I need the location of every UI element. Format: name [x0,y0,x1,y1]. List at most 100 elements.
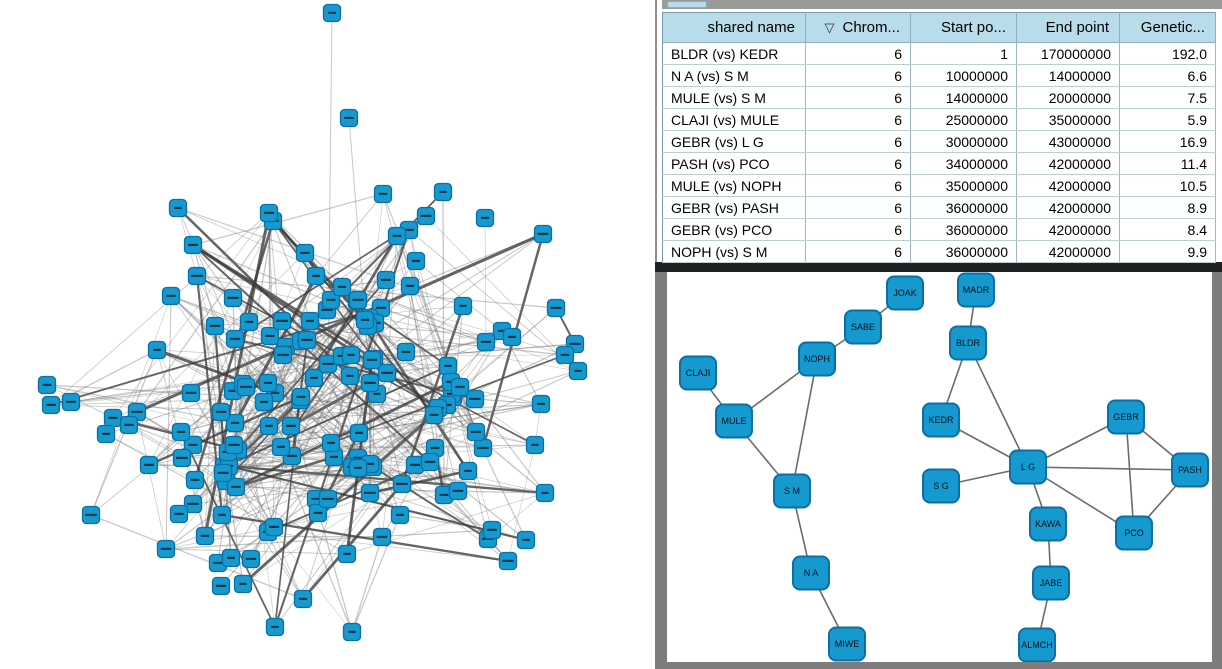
node-shape[interactable] [844,309,882,345]
table-row[interactable]: BLDR (vs) KEDR 6 1 170000000 192.0 [662,42,1216,65]
cell-value[interactable]: 30000000 [910,130,1017,153]
cell-value[interactable]: 43000000 [1016,130,1120,153]
cell-value[interactable]: 7.5 [1119,86,1216,109]
column-header-genetic-[interactable]: Genetic... [1119,12,1216,43]
dense-network-node[interactable] [390,505,410,525]
dense-network-node[interactable] [254,392,274,412]
network-node-CLAJI[interactable]: CLAJI [679,355,717,391]
table-row[interactable]: N A (vs) S M 6 10000000 14000000 6.6 [662,64,1216,87]
cell-value[interactable]: 5.9 [1119,108,1216,131]
dense-network-node[interactable] [531,394,551,414]
dense-network-node[interactable] [466,422,486,442]
network-node-KEDR[interactable]: KEDR [922,402,960,438]
dense-network-node[interactable] [212,505,232,525]
dense-network-node[interactable] [103,408,123,428]
dense-network-node[interactable] [420,452,440,472]
table-row[interactable]: CLAJI (vs) MULE 6 25000000 35000000 5.9 [662,108,1216,131]
node-shape[interactable] [792,555,830,591]
cell-shared-name[interactable]: NOPH (vs) S M [662,240,806,263]
dense-network-node[interactable] [482,520,502,540]
dense-network-node[interactable] [224,435,244,455]
dense-network-node[interactable] [321,433,341,453]
dense-network-node[interactable] [376,270,396,290]
cell-value[interactable]: 9.9 [1119,240,1216,263]
dense-network-node[interactable] [340,366,360,386]
cell-shared-name[interactable]: GEBR (vs) PCO [662,218,806,241]
cell-value[interactable]: 8.4 [1119,218,1216,241]
dense-network-node[interactable] [272,311,292,331]
network-node-PCO[interactable]: PCO [1115,515,1153,551]
node-shape[interactable] [1009,449,1047,485]
network-node-SABE[interactable]: SABE [844,309,882,345]
dense-network-panel[interactable] [0,0,655,669]
dense-network-node[interactable] [546,298,566,318]
cell-value[interactable]: 11.4 [1119,152,1216,175]
node-shape[interactable] [798,341,836,377]
dense-network-node[interactable] [147,340,167,360]
network-node-MIWE[interactable]: MIWE [828,626,866,662]
dense-network-node[interactable] [81,505,101,525]
dense-network-node[interactable] [438,356,458,376]
dense-network-node[interactable] [187,266,207,286]
network-node-MADR[interactable]: MADR [957,272,995,308]
cell-shared-name[interactable]: PASH (vs) PCO [662,152,806,175]
cell-value[interactable]: 6 [805,42,911,65]
cell-value[interactable]: 35000000 [1016,108,1120,131]
network-node-NA[interactable]: N A [792,555,830,591]
dense-network-node[interactable] [348,458,368,478]
dense-network-node[interactable] [41,395,61,415]
dense-network-node[interactable] [264,517,284,537]
dense-network-node[interactable] [341,345,361,365]
network-node-PASH[interactable]: PASH [1171,452,1209,488]
network-edge-NOPH-SM[interactable] [791,358,818,492]
dense-network-node[interactable] [271,437,291,457]
cell-shared-name[interactable]: N A (vs) S M [662,64,806,87]
network-node-JABE[interactable]: JABE [1032,565,1070,601]
dense-network-node[interactable] [183,235,203,255]
dense-network-node[interactable] [476,332,496,352]
dense-network-node[interactable] [161,286,181,306]
cell-value[interactable]: 16.9 [1119,130,1216,153]
dense-network-node[interactable] [450,377,470,397]
cell-shared-name[interactable]: GEBR (vs) PASH [662,196,806,219]
network-node-NOPH[interactable]: NOPH [798,341,836,377]
node-shape[interactable] [1018,627,1056,662]
dense-network-node[interactable] [169,504,189,524]
node-shape[interactable] [715,403,753,439]
dense-network-node[interactable] [225,413,245,433]
dense-network-node[interactable] [183,435,203,455]
cell-shared-name[interactable]: GEBR (vs) L G [662,130,806,153]
cell-value[interactable]: 192.0 [1119,42,1216,65]
cell-shared-name[interactable]: CLAJI (vs) MULE [662,108,806,131]
filtered-network-panel[interactable]: JOAK SABE NOPH CLAJI MULE S M N A MIWE MADR BLDR K… [667,272,1212,662]
network-edge-LG-PASH[interactable] [1027,466,1191,471]
dense-network-node[interactable] [502,327,522,347]
node-shape[interactable] [1107,399,1145,435]
node-shape[interactable] [679,355,717,391]
dense-network-node[interactable] [293,589,313,609]
cell-value[interactable]: 14000000 [910,86,1017,109]
cell-value[interactable]: 6 [805,196,911,219]
dense-network-node[interactable] [265,617,285,637]
cell-value[interactable]: 170000000 [1016,42,1120,65]
dense-network-node[interactable] [205,316,225,336]
node-shape[interactable] [886,275,924,311]
cell-value[interactable]: 35000000 [910,174,1017,197]
cell-value[interactable]: 6 [805,152,911,175]
dense-network-node[interactable] [392,474,412,494]
dense-network-node[interactable] [213,463,233,483]
dense-network-node[interactable] [308,503,328,523]
cell-value[interactable]: 6 [805,174,911,197]
dense-network-node[interactable] [516,530,536,550]
dense-network-node[interactable] [349,423,369,443]
dense-network-node[interactable] [434,485,454,505]
cell-value[interactable]: 6 [805,218,911,241]
dense-network-node[interactable] [360,373,380,393]
dense-network-node[interactable] [295,243,315,263]
cell-value[interactable]: 36000000 [910,196,1017,219]
dense-network-node[interactable] [406,251,426,271]
dense-network-node[interactable] [273,345,293,365]
dense-network-node[interactable] [448,481,468,501]
dense-network-node[interactable] [211,402,231,422]
dense-network-node[interactable] [139,455,159,475]
